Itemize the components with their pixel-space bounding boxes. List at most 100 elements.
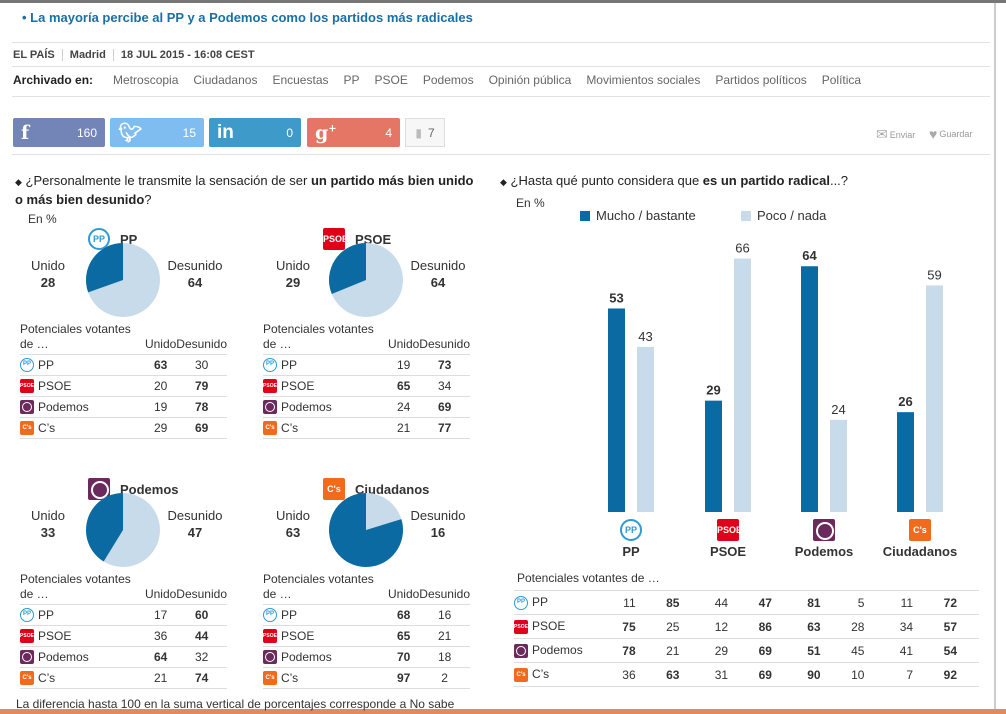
tag-link[interactable]: Opinión pública xyxy=(488,73,572,87)
unido-cell: 68 xyxy=(387,604,420,626)
unido-cell: 24 xyxy=(387,396,420,418)
psoe-logo-icon: PSOE xyxy=(20,379,34,394)
row-party: C’s xyxy=(281,670,299,685)
col-header: Unido xyxy=(387,322,420,355)
desunido-cell: 60 xyxy=(176,604,227,626)
tag-link[interactable]: Ciudadanos xyxy=(193,73,258,87)
pp-logo-icon: PP xyxy=(620,519,642,541)
row-party: Podemos xyxy=(38,399,89,414)
bar-value-label: 53 xyxy=(609,290,623,305)
psoe-logo-icon: PSOE xyxy=(20,629,34,644)
poco-cell: 54 xyxy=(925,638,979,663)
row-party: C’s xyxy=(38,670,56,685)
tag-link[interactable]: Partidos políticos xyxy=(715,73,807,87)
unido-text: Unido xyxy=(276,258,310,273)
table-row: PSOE PSOE 65 21 xyxy=(263,625,470,647)
pp-logo-icon: PP xyxy=(88,228,110,250)
bar-value-label: 24 xyxy=(831,402,845,417)
chart-title-bold: es un partido radical xyxy=(702,173,830,188)
category-logo: PSOE xyxy=(717,519,743,541)
category-logo: C's xyxy=(909,519,935,541)
comments-button[interactable]: ▮ 7 xyxy=(405,118,445,147)
googleplus-share-button[interactable]: g+ 4 xyxy=(307,118,400,147)
voters-table: Potenciales votantes de … Unido Desunido PP… xyxy=(263,322,470,439)
save-label: Guardar xyxy=(939,129,973,139)
unido-value: 29 xyxy=(285,275,301,290)
table-row: C's C’s 97 2 xyxy=(263,667,470,689)
desunido-cell: 21 xyxy=(419,625,470,647)
tag-link[interactable]: PP xyxy=(343,73,360,87)
psoe-logo-icon: PSOE xyxy=(717,519,742,541)
bar-mucho-cs xyxy=(897,412,914,512)
unit-label: En % xyxy=(28,212,57,226)
row-party: Podemos xyxy=(38,649,89,664)
tag-link[interactable]: Movimientos sociales xyxy=(586,73,701,87)
pie-slice-unido xyxy=(85,493,123,562)
category-label: PSOE xyxy=(710,544,746,559)
headline-text[interactable]: La mayoría percibe al PP y a Podemos com… xyxy=(30,10,473,25)
poco-cell: 5 xyxy=(832,590,887,615)
unido-cell: 70 xyxy=(387,646,420,668)
chart-voters-table: PP PP 11 85 44 47 81 5 11 72 PSOE PSOE 75 25 12 86 63 28 3… xyxy=(514,590,979,687)
unido-text: Unido xyxy=(31,258,65,273)
voters-table: Potenciales votantes de … Unido Desunido PP… xyxy=(20,322,227,439)
tag-link[interactable]: Podemos xyxy=(422,73,474,87)
chart-unit: En % xyxy=(516,196,545,210)
tag-link[interactable]: Política xyxy=(821,73,862,87)
meta-date: 18 JUL 2015 - 16:08 CEST xyxy=(112,49,262,61)
desunido-cell: 34 xyxy=(419,375,470,397)
unido-cell: 65 xyxy=(387,625,420,647)
bar-value-label: 66 xyxy=(735,241,749,256)
related-headline-link[interactable]: • La mayoría percibe al PP y a Podemos c… xyxy=(22,10,473,25)
linkedin-share-button[interactable]: in 0 xyxy=(209,118,301,147)
chart-table-header: Potenciales votantes de … xyxy=(517,571,660,585)
tag-link[interactable]: Metroscopia xyxy=(113,73,179,87)
desunido-label: Desunido 64 xyxy=(160,257,230,291)
tag-link[interactable]: Encuestas xyxy=(272,73,329,87)
poco-cell: 47 xyxy=(740,590,794,615)
pie-chart xyxy=(85,493,160,567)
page-edge xyxy=(994,3,996,714)
unido-cell: 65 xyxy=(387,375,420,397)
tags-label: Archivado en: xyxy=(13,73,94,87)
question-text: ¿Personalmente le transmite la sensación… xyxy=(25,173,311,188)
pod-logo-icon xyxy=(263,400,277,415)
save-button[interactable]: ♥ Guardar xyxy=(929,126,972,142)
tag-link[interactable]: PSOE xyxy=(374,73,408,87)
mucho-cell: 7 xyxy=(886,662,926,687)
row-party: Podemos xyxy=(281,399,332,414)
unido-value: 28 xyxy=(40,275,56,290)
desunido-cell: 69 xyxy=(419,396,470,418)
bar-chart: 53 43 PP 29 66 PSOE 64 24 Podemos 26 59 Ciudadanos xyxy=(608,241,957,559)
party-name: Ciudadanos xyxy=(355,481,430,497)
facebook-share-button[interactable]: f 160 xyxy=(13,118,105,147)
mucho-cell: 29 xyxy=(701,638,741,663)
table-row: PP PP 63 30 xyxy=(20,354,227,376)
mucho-cell: 78 xyxy=(609,638,648,663)
desunido-cell: 30 xyxy=(176,354,227,376)
archived-tags: Archivado en: Metroscopia Ciudadanos Encue… xyxy=(13,73,861,87)
poco-cell: 86 xyxy=(740,614,794,639)
bar-mucho-psoe xyxy=(705,400,722,512)
mucho-cell: 31 xyxy=(701,662,741,687)
unido-cell: 21 xyxy=(387,417,420,439)
voters-table: Potenciales votantes de … Unido Desunido PP… xyxy=(263,572,470,689)
cs-logo-icon: C's xyxy=(263,421,277,436)
pie-block-cs: C's Ciudadanos Unido 63 Desunido 16 Potenci… xyxy=(263,478,473,708)
table-row: Podemos 78 21 29 69 51 45 41 54 xyxy=(514,638,979,663)
envelope-icon: ✉ xyxy=(876,126,888,142)
unido-cell: 36 xyxy=(144,625,177,647)
linkedin-icon: in xyxy=(217,121,234,143)
pie-chart xyxy=(85,243,160,317)
col-header: Desunido xyxy=(176,572,227,605)
googleplus-count: 4 xyxy=(385,125,392,140)
col-header: Desunido xyxy=(419,322,470,355)
send-button[interactable]: ✉ Enviar xyxy=(876,126,915,143)
twitter-share-button[interactable]: 🐦︎ 15 xyxy=(110,118,204,147)
table-row: PP PP 19 73 xyxy=(263,354,470,376)
unido-cell: 21 xyxy=(144,667,177,689)
bar-value-label: 64 xyxy=(802,248,817,263)
heart-icon: ♥ xyxy=(929,126,938,142)
unido-cell: 64 xyxy=(144,646,177,668)
table-row: C's C’s 29 69 xyxy=(20,417,227,439)
